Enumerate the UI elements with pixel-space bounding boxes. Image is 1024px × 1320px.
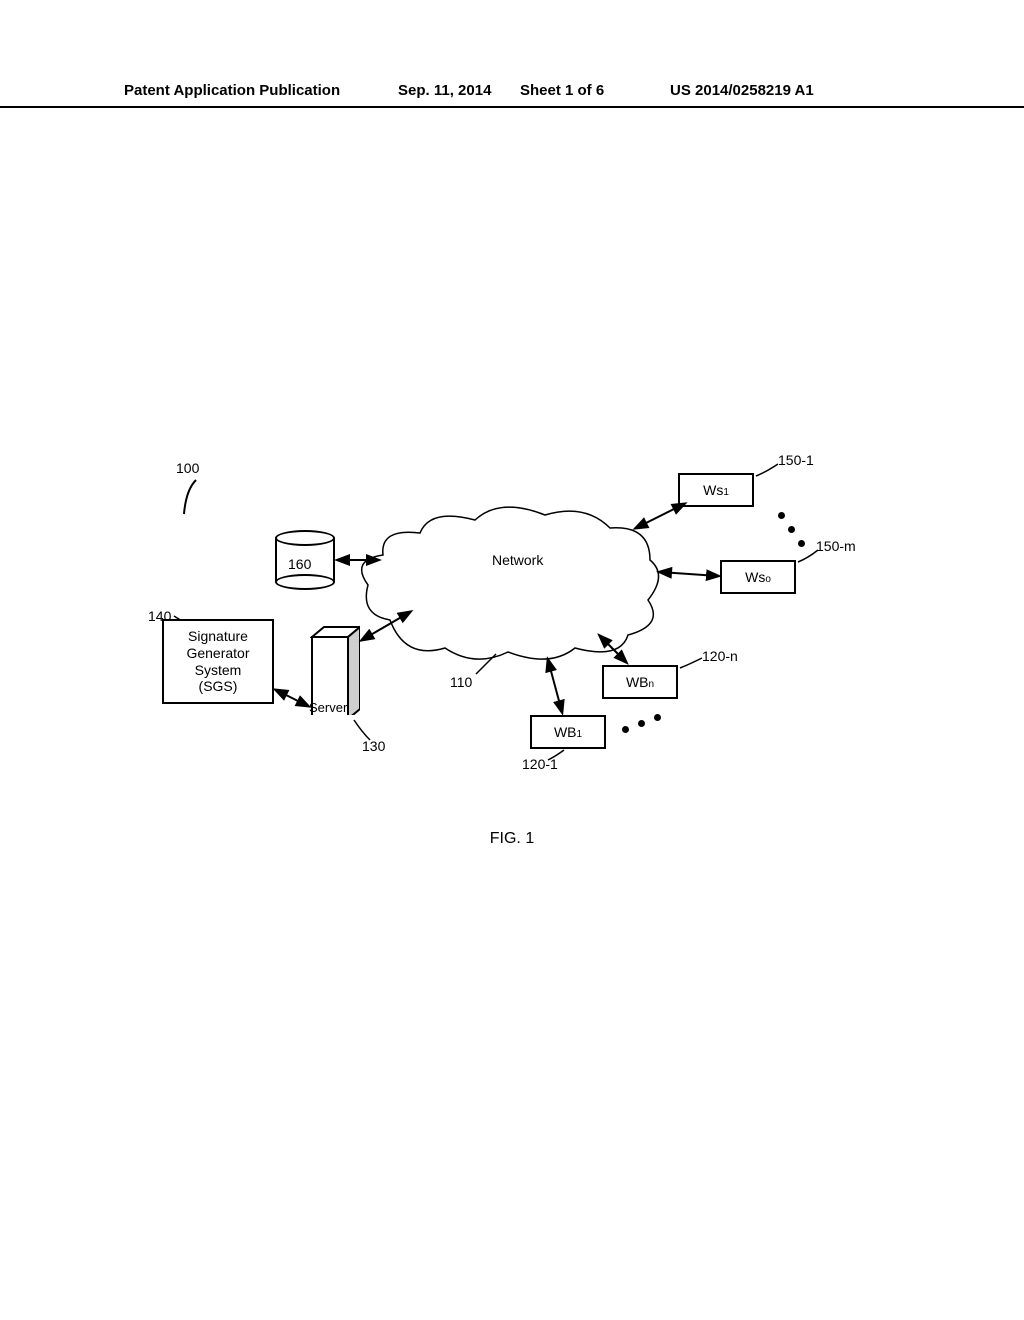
page: Patent Application Publication Sep. 11, … bbox=[0, 0, 1024, 1320]
ref-160: 160 bbox=[288, 556, 311, 572]
figure-caption: FIG. 1 bbox=[0, 830, 1024, 848]
diagram: 100 Network 110 160 140 Signature Genera… bbox=[0, 0, 1024, 1320]
arrows-layer bbox=[0, 0, 1024, 1320]
